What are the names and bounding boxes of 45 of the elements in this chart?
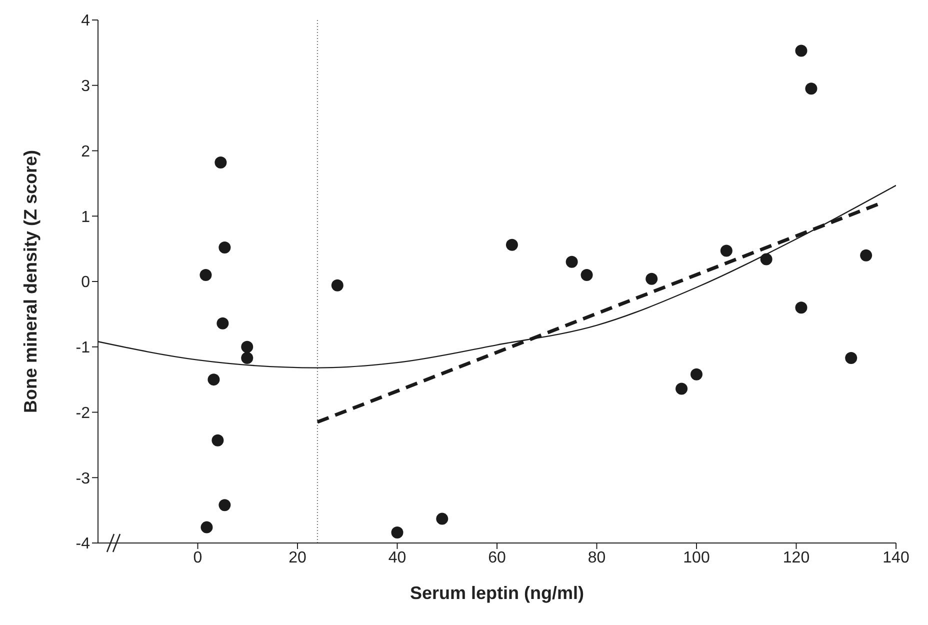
y-axis-title: Bone mineral density (Z score) [20, 150, 40, 414]
point [580, 268, 593, 281]
y-tick-label: -1 [76, 340, 90, 357]
point [676, 382, 688, 395]
point [795, 44, 808, 57]
point [208, 374, 220, 386]
point [241, 352, 254, 364]
point [436, 512, 448, 525]
x-tick-label: 0 [193, 549, 202, 566]
point [506, 238, 518, 251]
point [720, 244, 732, 257]
x-tick-label: 80 [588, 549, 606, 566]
point [218, 242, 231, 254]
point [200, 268, 212, 281]
x-tick-label: 100 [683, 549, 710, 566]
y-tick-label: 2 [81, 143, 90, 160]
point [845, 352, 858, 364]
point [331, 279, 344, 292]
point [241, 340, 254, 353]
y-tick-label: 1 [81, 208, 90, 226]
point [860, 249, 872, 262]
point [391, 526, 404, 539]
y-tick-label: -2 [76, 404, 90, 422]
x-axis-title: Serum leptin (ng/ml) [410, 583, 584, 603]
point [214, 156, 227, 169]
point [216, 317, 229, 330]
point [760, 253, 772, 266]
point [646, 272, 658, 285]
point [218, 499, 231, 512]
x-tick-label: 20 [288, 549, 306, 566]
y-tick-label: 0 [81, 274, 90, 292]
point [805, 82, 818, 95]
x-tick-label: 60 [488, 549, 506, 566]
x-tick-label: 40 [388, 549, 406, 566]
point [690, 368, 702, 380]
y-tick-label: 3 [81, 78, 90, 96]
y-tick-label: -3 [76, 470, 90, 488]
y-tick-label: 4 [81, 12, 90, 30]
y-tick-label: -4 [76, 536, 90, 553]
point [566, 256, 578, 268]
point [200, 521, 213, 534]
x-tick-label: 120 [782, 549, 810, 566]
x-tick-label: 140 [882, 549, 910, 566]
point [212, 434, 224, 446]
point [795, 302, 808, 314]
